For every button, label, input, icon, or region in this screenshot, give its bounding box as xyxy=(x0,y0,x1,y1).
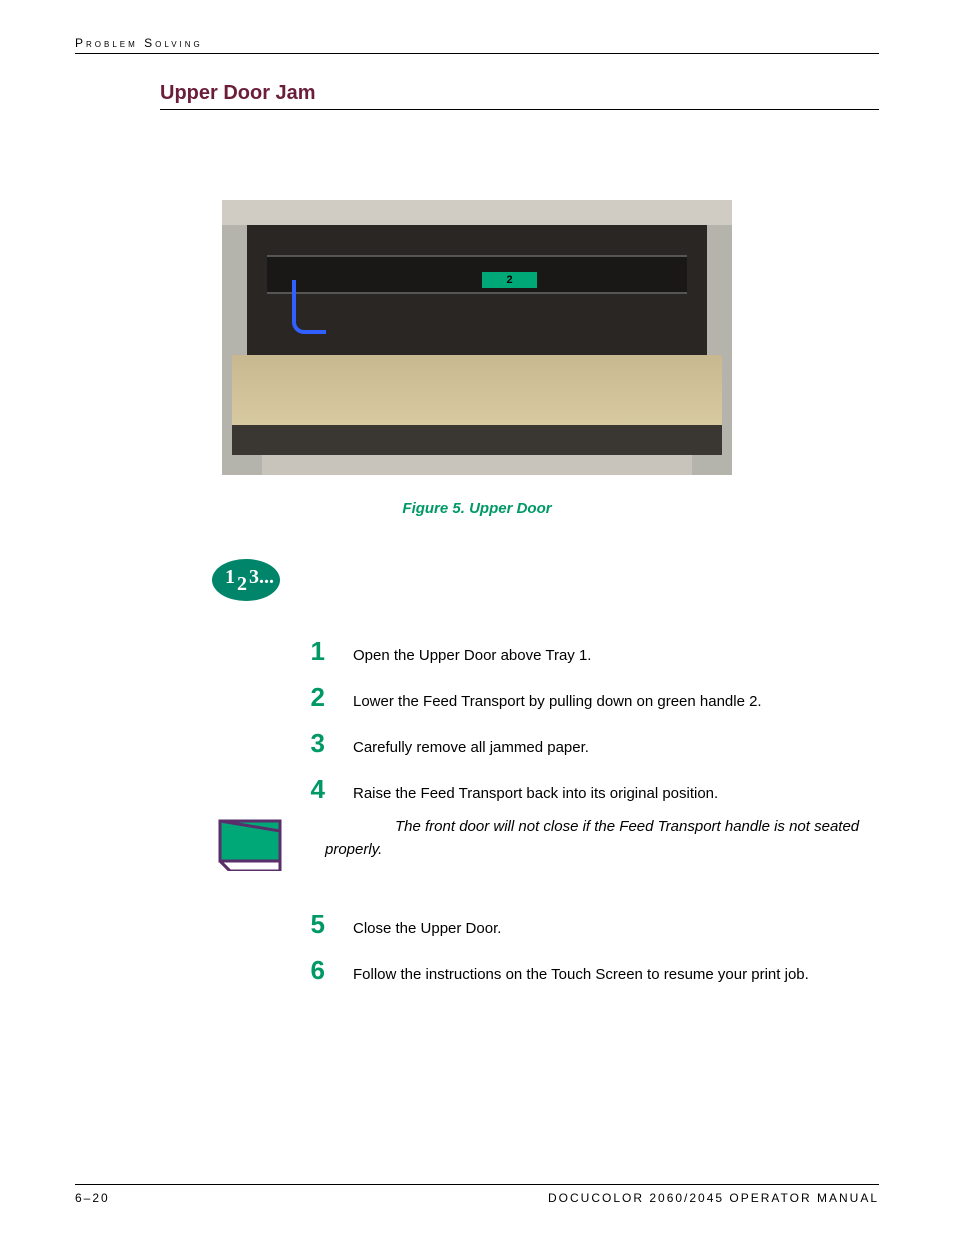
step-text: Follow the instructions on the Touch Scr… xyxy=(353,964,809,985)
step-row: 4 Raise the Feed Transport back into its … xyxy=(275,776,879,804)
step-number: 4 xyxy=(275,776,325,802)
step-text: Raise the Feed Transport back into its o… xyxy=(353,783,718,804)
step-number: 2 xyxy=(275,684,325,710)
running-header: Problem Solving xyxy=(75,36,879,54)
page-footer: 6–20 DOCUCOLOR 2060/2045 OPERATOR MANUAL xyxy=(75,1184,879,1205)
printer-illustration: 2 xyxy=(222,200,732,475)
svg-text:1: 1 xyxy=(225,566,235,588)
section-title: Upper Door Jam xyxy=(160,82,879,110)
steps-list: 1 Open the Upper Door above Tray 1. 2 Lower… xyxy=(275,638,879,804)
svg-text:2: 2 xyxy=(237,573,247,595)
step-row: 3 Carefully remove all jammed paper. xyxy=(275,730,879,758)
handle-label: 2 xyxy=(482,272,537,288)
page-number: 6–20 xyxy=(75,1191,110,1205)
step-number: 3 xyxy=(275,730,325,756)
step-number: 5 xyxy=(275,911,325,937)
step-text: Lower the Feed Transport by pulling down… xyxy=(353,691,762,712)
step-text: Open the Upper Door above Tray 1. xyxy=(353,645,591,666)
steps-123-icon: 1 2 3... xyxy=(210,557,879,603)
svg-text:3...: 3... xyxy=(249,566,274,588)
step-row: 5 Close the Upper Door. xyxy=(275,911,879,939)
note-row: The front door will not close if the Fee… xyxy=(215,816,879,876)
steps-list-2: 5 Close the Upper Door. 6 Follow the instru… xyxy=(275,911,879,985)
note-icon xyxy=(215,816,300,876)
step-row: 1 Open the Upper Door above Tray 1. xyxy=(275,638,879,666)
step-number: 1 xyxy=(275,638,325,664)
note-text: The front door will not close if the Fee… xyxy=(325,816,859,861)
step-row: 6 Follow the instructions on the Touch Sc… xyxy=(275,957,879,985)
step-text: Carefully remove all jammed paper. xyxy=(353,737,589,758)
figure-block: 2 Figure 5. Upper Door xyxy=(75,200,879,517)
step-number: 6 xyxy=(275,957,325,983)
manual-title: DOCUCOLOR 2060/2045 OPERATOR MANUAL xyxy=(548,1191,879,1205)
step-row: 2 Lower the Feed Transport by pulling dow… xyxy=(275,684,879,712)
step-text: Close the Upper Door. xyxy=(353,918,501,939)
figure-caption: Figure 5. Upper Door xyxy=(75,500,879,517)
